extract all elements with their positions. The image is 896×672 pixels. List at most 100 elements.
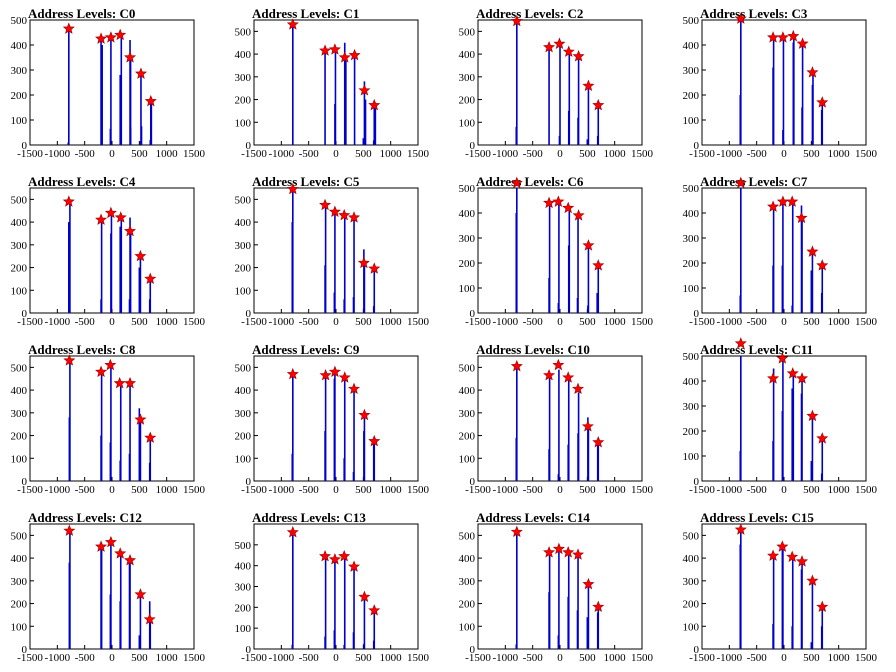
- peak-marker: [572, 382, 585, 395]
- y-tick-label: 300: [683, 65, 700, 77]
- chart-svg: 0 100 200 300 400 500 -1500 -1000 -500 0 500 1000 15…: [11, 523, 206, 664]
- y-tick-label: 500: [459, 183, 476, 195]
- peak-marker: [816, 432, 829, 444]
- x-tick-label: -1000: [44, 652, 70, 664]
- y-tick-label: 100: [683, 621, 700, 633]
- y-tick-label: 500: [683, 351, 700, 363]
- y-tick-label: 0: [246, 476, 252, 488]
- peak-marker: [348, 48, 361, 61]
- x-tick-label: 1000: [156, 316, 179, 328]
- peak-marker: [776, 352, 789, 364]
- x-tick-label: -1500: [17, 316, 43, 328]
- x-tick-label: 0: [781, 148, 787, 160]
- peak-marker: [543, 546, 556, 558]
- x-tick-label: 500: [579, 652, 596, 664]
- peak-marker: [319, 44, 332, 56]
- peak-marker: [144, 272, 157, 285]
- x-tick-label: 1000: [604, 484, 627, 496]
- plot-frame: [477, 523, 643, 650]
- y-tick-label: 500: [11, 15, 28, 27]
- chart-svg: 0 100 200 300 400 500 -1500 -1000 -500 0 500 1000 15…: [235, 355, 430, 496]
- x-tick-label: 500: [355, 148, 372, 160]
- x-tick-label: 500: [131, 652, 148, 664]
- peak-marker: [358, 590, 371, 603]
- y-tick-label: 200: [11, 263, 28, 275]
- chart-panel: Address Levels: C2 0 100 200 300 400 500 -1500-…: [448, 0, 672, 168]
- y-tick-label: 400: [235, 217, 252, 229]
- y-tick-label: 100: [459, 453, 476, 465]
- chart-panel: Address Levels: C11 0 100 200 300 400 500 -1500…: [672, 336, 896, 504]
- x-tick-label: 0: [333, 148, 339, 160]
- y-tick-label: 400: [459, 49, 476, 61]
- x-tick-label: -1000: [716, 652, 742, 664]
- x-tick-label: -500: [75, 652, 96, 664]
- plot-frame: [29, 355, 195, 482]
- chart-panel: Address Levels: C13 0 100 200 300 400 500 -1500…: [224, 504, 448, 672]
- y-tick-label: 200: [459, 95, 476, 107]
- y-tick-label: 300: [235, 408, 252, 420]
- x-tick-label: 0: [557, 316, 563, 328]
- peak-marker: [562, 546, 575, 558]
- peak-marker: [62, 22, 75, 34]
- y-tick-label: 200: [235, 263, 252, 275]
- y-tick-label: 200: [11, 599, 28, 611]
- y-tick-label: 500: [459, 26, 476, 38]
- y-tick-label: 400: [235, 49, 252, 61]
- chart-svg: 0 100 200 300 400 500 -1500 -1000 -500 0 500 1000 15…: [235, 182, 430, 328]
- peak-marker: [134, 249, 147, 262]
- y-tick-label: 200: [459, 599, 476, 611]
- y-tick-label: 400: [683, 208, 700, 220]
- x-tick-label: 0: [109, 484, 115, 496]
- peak-marker: [348, 560, 361, 572]
- x-tick-label: -500: [299, 316, 320, 328]
- x-tick-label: 500: [579, 148, 596, 160]
- x-tick-label: 1500: [855, 148, 878, 160]
- chart-svg: 0 100 200 300 400 500 -1500 -1000 -500 0 500 1000 15…: [459, 523, 654, 664]
- peak-marker: [63, 354, 76, 366]
- y-tick-label: 500: [235, 540, 252, 552]
- peak-marker: [806, 409, 819, 422]
- x-tick-label: -1500: [689, 148, 715, 160]
- y-tick-label: 400: [11, 40, 28, 52]
- x-tick-label: 500: [803, 484, 820, 496]
- x-tick-label: -1000: [268, 652, 294, 664]
- y-tick-label: 0: [22, 644, 28, 656]
- peak-marker: [95, 365, 108, 378]
- y-tick-label: 200: [235, 95, 252, 107]
- x-tick-label: -1000: [716, 148, 742, 160]
- peak-marker: [806, 574, 819, 586]
- y-tick-label: 300: [235, 582, 252, 594]
- chart-title: Address Levels: C13: [252, 510, 366, 525]
- y-tick-label: 0: [470, 140, 476, 152]
- chart-panel: Address Levels: C0 0 100 200 300 400 500 -1500-…: [0, 0, 224, 168]
- x-tick-label: 1000: [828, 484, 851, 496]
- peak-marker: [286, 526, 299, 538]
- y-tick-label: 100: [459, 117, 476, 129]
- y-tick-label: 200: [683, 426, 700, 438]
- y-tick-label: 400: [459, 208, 476, 220]
- x-tick-label: 1000: [828, 316, 851, 328]
- x-tick-label: -1000: [716, 484, 742, 496]
- x-tick-label: 0: [557, 148, 563, 160]
- x-tick-label: -1500: [241, 316, 267, 328]
- x-tick-label: 1500: [631, 484, 654, 496]
- y-tick-label: 0: [246, 140, 252, 152]
- y-tick-label: 0: [694, 308, 700, 320]
- peak-marker: [114, 28, 127, 41]
- y-tick-label: 300: [11, 65, 28, 77]
- peak-marker: [286, 367, 299, 380]
- peak-marker: [734, 176, 747, 189]
- peak-marker: [368, 604, 381, 616]
- peak-marker: [144, 431, 157, 443]
- y-tick-label: 100: [11, 285, 28, 297]
- peak-marker: [592, 600, 605, 613]
- chart-svg: 0 100 200 300 400 500 -1500 -1000 -500 0 500 1000 15…: [683, 176, 878, 328]
- chart-panel: Address Levels: C10 0 100 200 300 400 500 -1500…: [448, 336, 672, 504]
- chart-svg: 0 100 200 300 400 500 -1500 -1000 -500 0 500 1000 15…: [11, 354, 206, 496]
- x-tick-label: 1000: [156, 652, 179, 664]
- y-tick-label: 500: [235, 362, 252, 374]
- y-tick-label: 100: [235, 285, 252, 297]
- x-tick-label: 500: [803, 652, 820, 664]
- x-tick-label: 500: [131, 316, 148, 328]
- x-tick-label: 1500: [407, 316, 430, 328]
